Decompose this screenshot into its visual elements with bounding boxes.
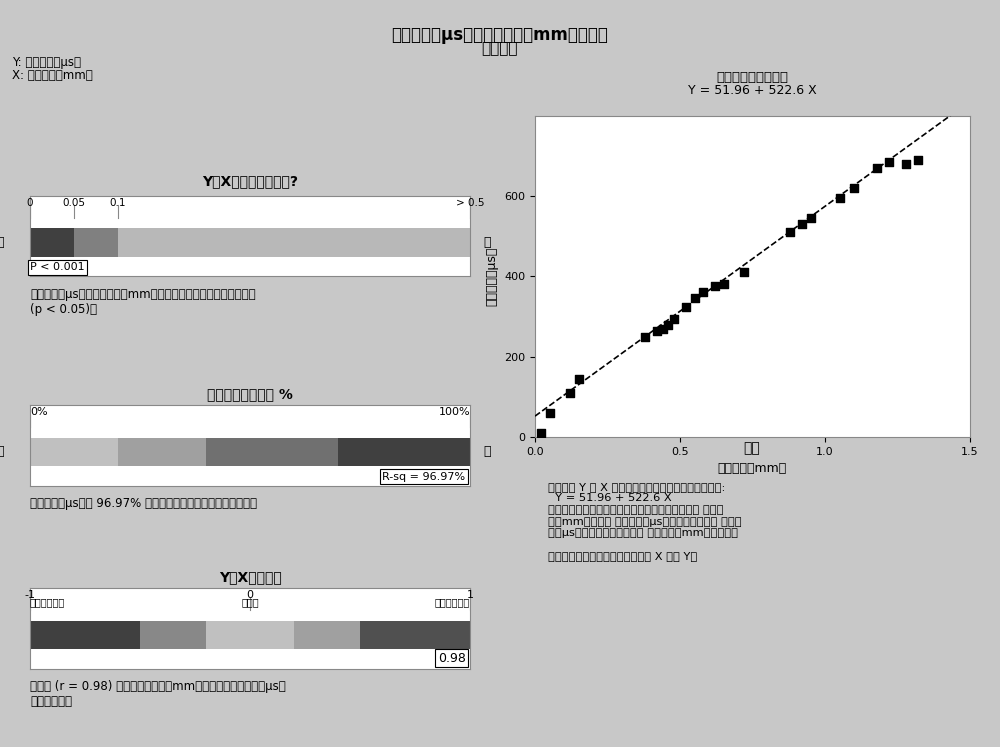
Bar [30, 621, 140, 649]
Text: 正相关 (r = 0.98) 表示当厚度偏差（mm）增加时，寿命补偿（μs）
也倾于增加。: 正相关 (r = 0.98) 表示当厚度偏差（mm）增加时，寿命补偿（μs） 也… [30, 680, 286, 707]
Point [736, 267, 752, 279]
Point [533, 427, 549, 439]
Point [910, 154, 926, 166]
Text: > 0.5: > 0.5 [456, 198, 484, 208]
Point [802, 212, 818, 224]
Text: 寿命补偿（μs）和厚度偏差（mm）之间的关系具有显著的统计意义
(p < 0.05)。: 寿命补偿（μs）和厚度偏差（mm）之间的关系具有显著的统计意义 (p < 0.0… [30, 288, 256, 315]
Y-axis label: 寿命补偿（μs）: 寿命补偿（μs） [486, 247, 499, 306]
Text: Y和X之间相关: Y和X之间相关 [219, 570, 281, 584]
Point [649, 325, 665, 337]
Text: Y = 51.96 + 522.6 X: Y = 51.96 + 522.6 X [688, 84, 816, 97]
Text: 高: 高 [483, 445, 491, 458]
Point [846, 182, 862, 194]
Point [794, 218, 810, 230]
X-axis label: 厚度偏差（mm）: 厚度偏差（mm） [718, 462, 787, 475]
Text: X: 厚度偏差（mm）: X: 厚度偏差（mm） [12, 69, 93, 81]
Point [637, 331, 653, 343]
Text: R-sq = 96.97%: R-sq = 96.97% [382, 471, 466, 482]
Bar [140, 621, 206, 649]
Bar [74, 229, 118, 257]
Text: 寿命补偿（μs）中 96.97% 的变异可以通过回归模型进行解释。: 寿命补偿（μs）中 96.97% 的变异可以通过回归模型进行解释。 [30, 497, 257, 509]
Text: 0.05: 0.05 [62, 198, 86, 208]
Text: 线性模型的拟合线图: 线性模型的拟合线图 [716, 71, 788, 84]
Bar [30, 438, 118, 466]
Text: 0.1: 0.1 [110, 198, 126, 208]
Text: 1: 1 [466, 590, 474, 601]
Text: 0: 0 [27, 198, 33, 208]
Point [707, 280, 723, 292]
Bar [118, 229, 470, 257]
Bar [118, 438, 206, 466]
Point [655, 323, 671, 335]
Point [869, 162, 885, 174]
Text: 0.98: 0.98 [438, 651, 466, 665]
Text: 0%: 0% [30, 407, 48, 418]
Bar [206, 621, 294, 649]
Point [666, 312, 682, 324]
Text: 完美的正关系: 完美的正关系 [435, 598, 470, 607]
Bar [206, 438, 338, 466]
Text: P < 0.001: P < 0.001 [30, 262, 85, 273]
Point [562, 387, 578, 399]
Point [898, 158, 914, 170]
Text: 用于描述 Y 和 X 之间的关系的线性模型的拟合方程是:
  Y = 51.96 + 522.6 X
如果此模型与数据拟合得很好，可使用此方程预测 厚度偏
差（: 用于描述 Y 和 X 之间的关系的线性模型的拟合方程是: Y = 51.96 +… [548, 482, 742, 562]
Point [716, 279, 732, 291]
Point [678, 300, 694, 312]
Text: 低: 低 [0, 445, 4, 458]
Text: 寿命补偿（μs）与厚度偏差（mm）的回归: 寿命补偿（μs）与厚度偏差（mm）的回归 [392, 26, 608, 44]
Text: 汇总报告: 汇总报告 [482, 41, 518, 56]
Text: 注释: 注释 [744, 441, 760, 456]
Text: Y和X之间存在关系吗?: Y和X之间存在关系吗? [202, 174, 298, 188]
Text: 完美的负关系: 完美的负关系 [30, 598, 65, 607]
Text: -1: -1 [24, 590, 36, 601]
Bar [338, 438, 470, 466]
Point [570, 373, 586, 385]
Text: 100%: 100% [438, 407, 470, 418]
Point [782, 226, 798, 238]
Text: 弱相关: 弱相关 [241, 598, 259, 607]
Point [832, 192, 848, 204]
Text: Y: 寿命补偿（μs）: Y: 寿命补偿（μs） [12, 56, 81, 69]
Bar [360, 621, 470, 649]
Point [686, 293, 702, 305]
Text: 否: 否 [483, 236, 491, 249]
Bar [30, 229, 74, 257]
Text: 是: 是 [0, 236, 4, 249]
Point [695, 286, 711, 298]
Point [660, 318, 676, 330]
Text: 0: 0 [246, 590, 254, 601]
Point [881, 156, 897, 168]
Bar [294, 621, 360, 649]
Point [542, 407, 558, 419]
Text: 模型所解释的变异 %: 模型所解释的变异 % [207, 387, 293, 401]
